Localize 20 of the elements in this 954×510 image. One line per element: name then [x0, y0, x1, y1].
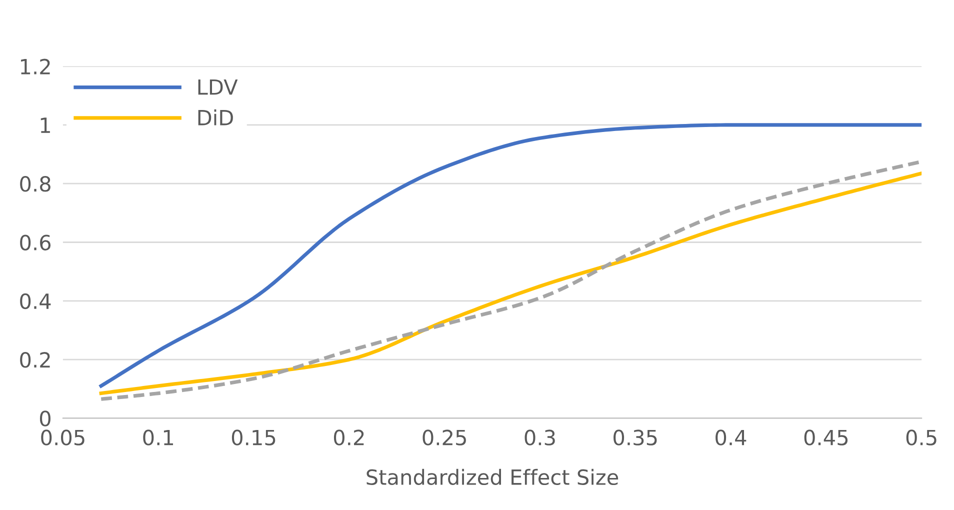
x-tick-label: 0.15 [232, 430, 276, 446]
x-tick-label: 0.3 [524, 430, 555, 446]
y-tick-label: 0.4 [20, 293, 51, 310]
y-tick-label: 1 [40, 118, 50, 133]
x-tick-label: 0.25 [422, 430, 466, 446]
y-tick-label: 0.8 [20, 176, 50, 192]
y-tick-label: 0 [40, 410, 50, 426]
y-tick-label: 1.2 [21, 58, 50, 74]
x-tick-label: 0.45 [804, 430, 848, 446]
x-axis-title: Standardized Effect Size [366, 468, 618, 486]
x-tick-label: 0.4 [716, 430, 746, 446]
x-tick-label: 0.1 [143, 430, 174, 446]
x-tick-label: 0.35 [614, 430, 657, 446]
legend-label: LDV [198, 79, 238, 95]
x-tick-label: 0.05 [41, 430, 84, 446]
x-tick-label: 0.2 [334, 430, 364, 446]
legend-label: DiD [198, 109, 233, 126]
y-tick-label: 0.6 [20, 234, 51, 250]
x-tick-label: 0.5 [906, 430, 936, 446]
y-tick-label: 0.2 [20, 352, 50, 368]
